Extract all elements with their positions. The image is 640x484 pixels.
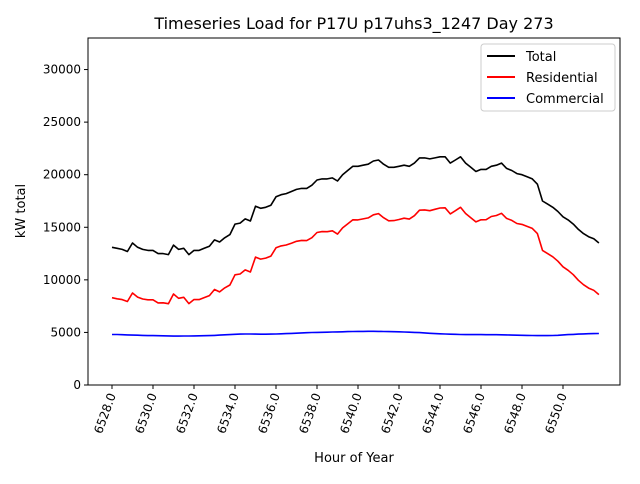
y-tick-label: 30000 bbox=[43, 63, 81, 77]
x-tick-label: 6542.0 bbox=[378, 391, 406, 435]
x-tick-label: 6536.0 bbox=[255, 391, 283, 435]
x-tick-label: 6530.0 bbox=[132, 391, 160, 435]
series-line-residential bbox=[111, 206, 600, 305]
y-tick-label: 20000 bbox=[43, 168, 81, 182]
x-tick-label: 6528.0 bbox=[91, 391, 119, 435]
y-tick-label: 15000 bbox=[43, 220, 81, 234]
x-tick-label: 6546.0 bbox=[460, 391, 488, 435]
series-line-total bbox=[111, 156, 600, 256]
x-tick-label: 6550.0 bbox=[542, 391, 570, 435]
x-tick-label: 6540.0 bbox=[337, 391, 365, 435]
y-tick-label: 0 bbox=[73, 378, 81, 392]
plot-frame bbox=[87, 37, 621, 386]
chart-title: Timeseries Load for P17U p17uhs3_1247 Da… bbox=[153, 14, 553, 34]
y-tick-label: 5000 bbox=[50, 325, 81, 339]
x-tick-label: 6538.0 bbox=[296, 391, 324, 435]
y-tick-label: 25000 bbox=[43, 115, 81, 129]
x-tick-label: 6534.0 bbox=[214, 391, 242, 435]
legend-label-commercial: Commercial bbox=[526, 92, 604, 107]
series-line-commercial bbox=[112, 330, 599, 337]
x-tick-label: 6548.0 bbox=[501, 391, 529, 435]
legend-label-residential: Residential bbox=[526, 71, 598, 86]
legend: Total Residential Commercial bbox=[480, 43, 616, 112]
legend-label-total: Total bbox=[525, 50, 556, 65]
y-axis-label: kW total bbox=[14, 184, 29, 238]
legend-box bbox=[480, 43, 616, 112]
x-axis-label: Hour of Year bbox=[314, 451, 394, 466]
x-tick-label: 6532.0 bbox=[173, 391, 201, 435]
y-tick-label: 10000 bbox=[43, 273, 81, 287]
x-tick-label: 6544.0 bbox=[419, 391, 447, 435]
